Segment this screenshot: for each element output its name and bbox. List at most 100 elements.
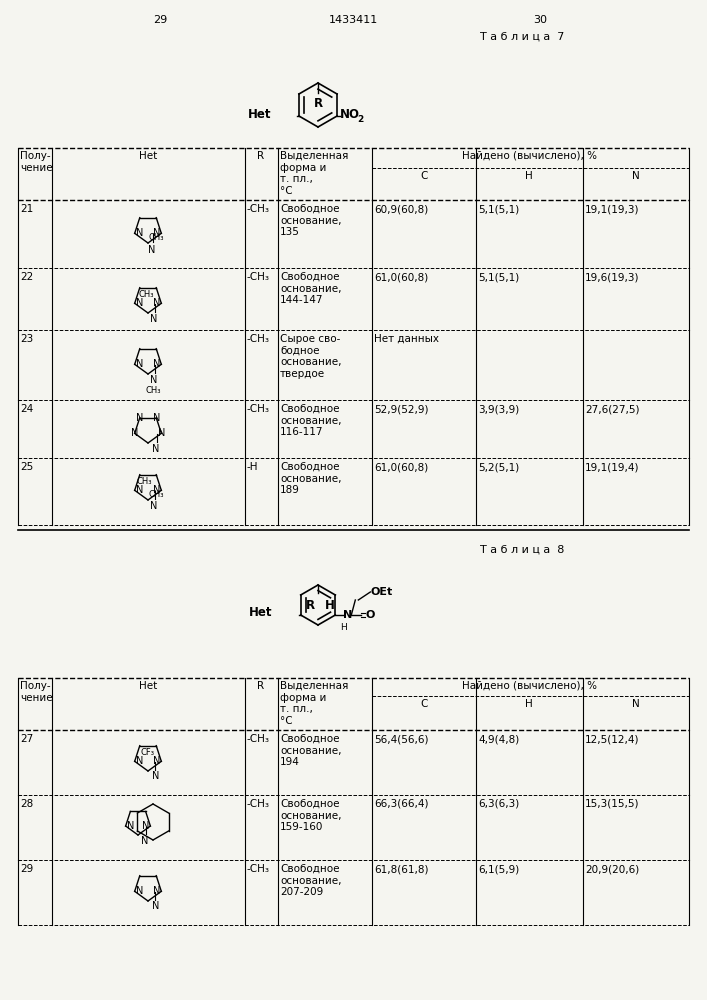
Text: N: N xyxy=(136,413,144,423)
Text: CH₃: CH₃ xyxy=(149,233,165,242)
Text: Нет данных: Нет данных xyxy=(374,334,439,344)
Text: Het: Het xyxy=(139,151,157,161)
Text: CH₃: CH₃ xyxy=(149,490,165,499)
Text: H: H xyxy=(340,623,346,632)
Text: Свободное
основание,
144-147: Свободное основание, 144-147 xyxy=(280,272,341,305)
Text: H: H xyxy=(525,699,533,709)
Text: H: H xyxy=(525,171,533,181)
Text: N: N xyxy=(344,610,353,620)
Text: 5,1(5,1): 5,1(5,1) xyxy=(478,272,519,282)
Text: -CH₃: -CH₃ xyxy=(247,404,270,414)
Text: C: C xyxy=(421,171,428,181)
Text: Свободное
основание,
194: Свободное основание, 194 xyxy=(280,734,341,767)
Text: N: N xyxy=(151,901,159,911)
Text: N: N xyxy=(158,428,165,438)
Text: O: O xyxy=(366,610,375,620)
Text: N: N xyxy=(127,821,134,831)
Text: -H: -H xyxy=(247,462,259,472)
Text: Свободное
основание,
116-117: Свободное основание, 116-117 xyxy=(280,404,341,437)
Text: Het: Het xyxy=(249,606,273,619)
Text: Т а б л и ц а  8: Т а б л и ц а 8 xyxy=(480,545,564,555)
Text: 25: 25 xyxy=(20,462,33,472)
Text: H: H xyxy=(325,599,335,612)
Text: N: N xyxy=(136,756,143,766)
Text: 66,3(66,4): 66,3(66,4) xyxy=(374,799,428,809)
Text: 56,4(56,6): 56,4(56,6) xyxy=(374,734,428,744)
Text: 24: 24 xyxy=(20,404,33,414)
Text: CF₃: CF₃ xyxy=(140,748,154,757)
Text: CH₃: CH₃ xyxy=(139,290,154,299)
Text: N: N xyxy=(153,485,160,495)
Text: 61,0(60,8): 61,0(60,8) xyxy=(374,272,428,282)
Text: 6,1(5,9): 6,1(5,9) xyxy=(478,864,519,874)
Text: Свободное
основание,
207-209: Свободное основание, 207-209 xyxy=(280,864,341,897)
Text: R: R xyxy=(305,599,315,612)
Text: 19,1(19,4): 19,1(19,4) xyxy=(585,462,640,472)
Text: CH₃: CH₃ xyxy=(136,477,152,486)
Text: N: N xyxy=(131,428,139,438)
Text: Найдено (вычислено), %: Найдено (вычислено), % xyxy=(462,681,597,691)
Text: N: N xyxy=(632,171,640,181)
Text: Полу-
чение: Полу- чение xyxy=(20,681,52,703)
Text: 1433411: 1433411 xyxy=(328,15,378,25)
Text: 29: 29 xyxy=(153,15,167,25)
Text: N: N xyxy=(153,886,160,896)
Text: N: N xyxy=(150,501,157,511)
Text: N: N xyxy=(151,444,159,454)
Text: 28: 28 xyxy=(20,799,33,809)
Text: R: R xyxy=(257,681,264,691)
Text: Het: Het xyxy=(247,107,271,120)
Text: Полу-
чение: Полу- чение xyxy=(20,151,52,173)
Text: 60,9(60,8): 60,9(60,8) xyxy=(374,204,428,214)
Text: 22: 22 xyxy=(20,272,33,282)
Text: N: N xyxy=(136,886,143,896)
Text: -CH₃: -CH₃ xyxy=(247,334,270,344)
Text: N: N xyxy=(136,228,143,238)
Text: 5,1(5,1): 5,1(5,1) xyxy=(478,204,519,214)
Text: N: N xyxy=(150,375,157,385)
Text: N: N xyxy=(136,359,143,369)
Text: R: R xyxy=(313,97,322,110)
Text: N: N xyxy=(141,836,148,846)
Text: 52,9(52,9): 52,9(52,9) xyxy=(374,404,428,414)
Text: N: N xyxy=(153,298,160,308)
Text: N: N xyxy=(136,298,143,308)
Text: N: N xyxy=(632,699,640,709)
Text: 15,3(15,5): 15,3(15,5) xyxy=(585,799,640,809)
Text: -CH₃: -CH₃ xyxy=(247,734,270,744)
Text: 2: 2 xyxy=(357,115,363,124)
Text: 3,9(3,9): 3,9(3,9) xyxy=(478,404,519,414)
Text: -CH₃: -CH₃ xyxy=(247,864,270,874)
Text: Сырое сво-
бодное
основание,
твердое: Сырое сво- бодное основание, твердое xyxy=(280,334,341,379)
Text: 61,0(60,8): 61,0(60,8) xyxy=(374,462,428,472)
Text: N: N xyxy=(136,485,143,495)
Text: 19,6(19,3): 19,6(19,3) xyxy=(585,272,640,282)
Text: N: N xyxy=(153,359,160,369)
Text: N: N xyxy=(142,821,149,831)
Text: Найдено (вычислено), %: Найдено (вычислено), % xyxy=(462,151,597,161)
Text: 12,5(12,4): 12,5(12,4) xyxy=(585,734,640,744)
Text: NO: NO xyxy=(340,107,360,120)
Text: Выделенная
форма и
т. пл.,
°C: Выделенная форма и т. пл., °C xyxy=(280,681,349,726)
Text: 19,1(19,3): 19,1(19,3) xyxy=(585,204,640,214)
Text: 4,9(4,8): 4,9(4,8) xyxy=(478,734,519,744)
Text: Het: Het xyxy=(139,681,157,691)
Text: 27: 27 xyxy=(20,734,33,744)
Text: -CH₃: -CH₃ xyxy=(247,272,270,282)
Text: N: N xyxy=(153,756,160,766)
Text: 21: 21 xyxy=(20,204,33,214)
Text: 27,6(27,5): 27,6(27,5) xyxy=(585,404,640,414)
Text: 61,8(61,8): 61,8(61,8) xyxy=(374,864,428,874)
Text: Свободное
основание,
135: Свободное основание, 135 xyxy=(280,204,341,237)
Text: N: N xyxy=(148,245,155,255)
Text: C: C xyxy=(421,699,428,709)
Text: N: N xyxy=(153,228,160,238)
Text: 30: 30 xyxy=(533,15,547,25)
Text: Т а б л и ц а  7: Т а б л и ц а 7 xyxy=(480,32,564,42)
Text: Выделенная
форма и
т. пл.,
°C: Выделенная форма и т. пл., °C xyxy=(280,151,349,196)
Text: N: N xyxy=(153,413,160,423)
Text: OEt: OEt xyxy=(370,587,392,597)
Text: 23: 23 xyxy=(20,334,33,344)
Text: -CH₃: -CH₃ xyxy=(247,204,270,214)
Text: N: N xyxy=(151,771,159,781)
